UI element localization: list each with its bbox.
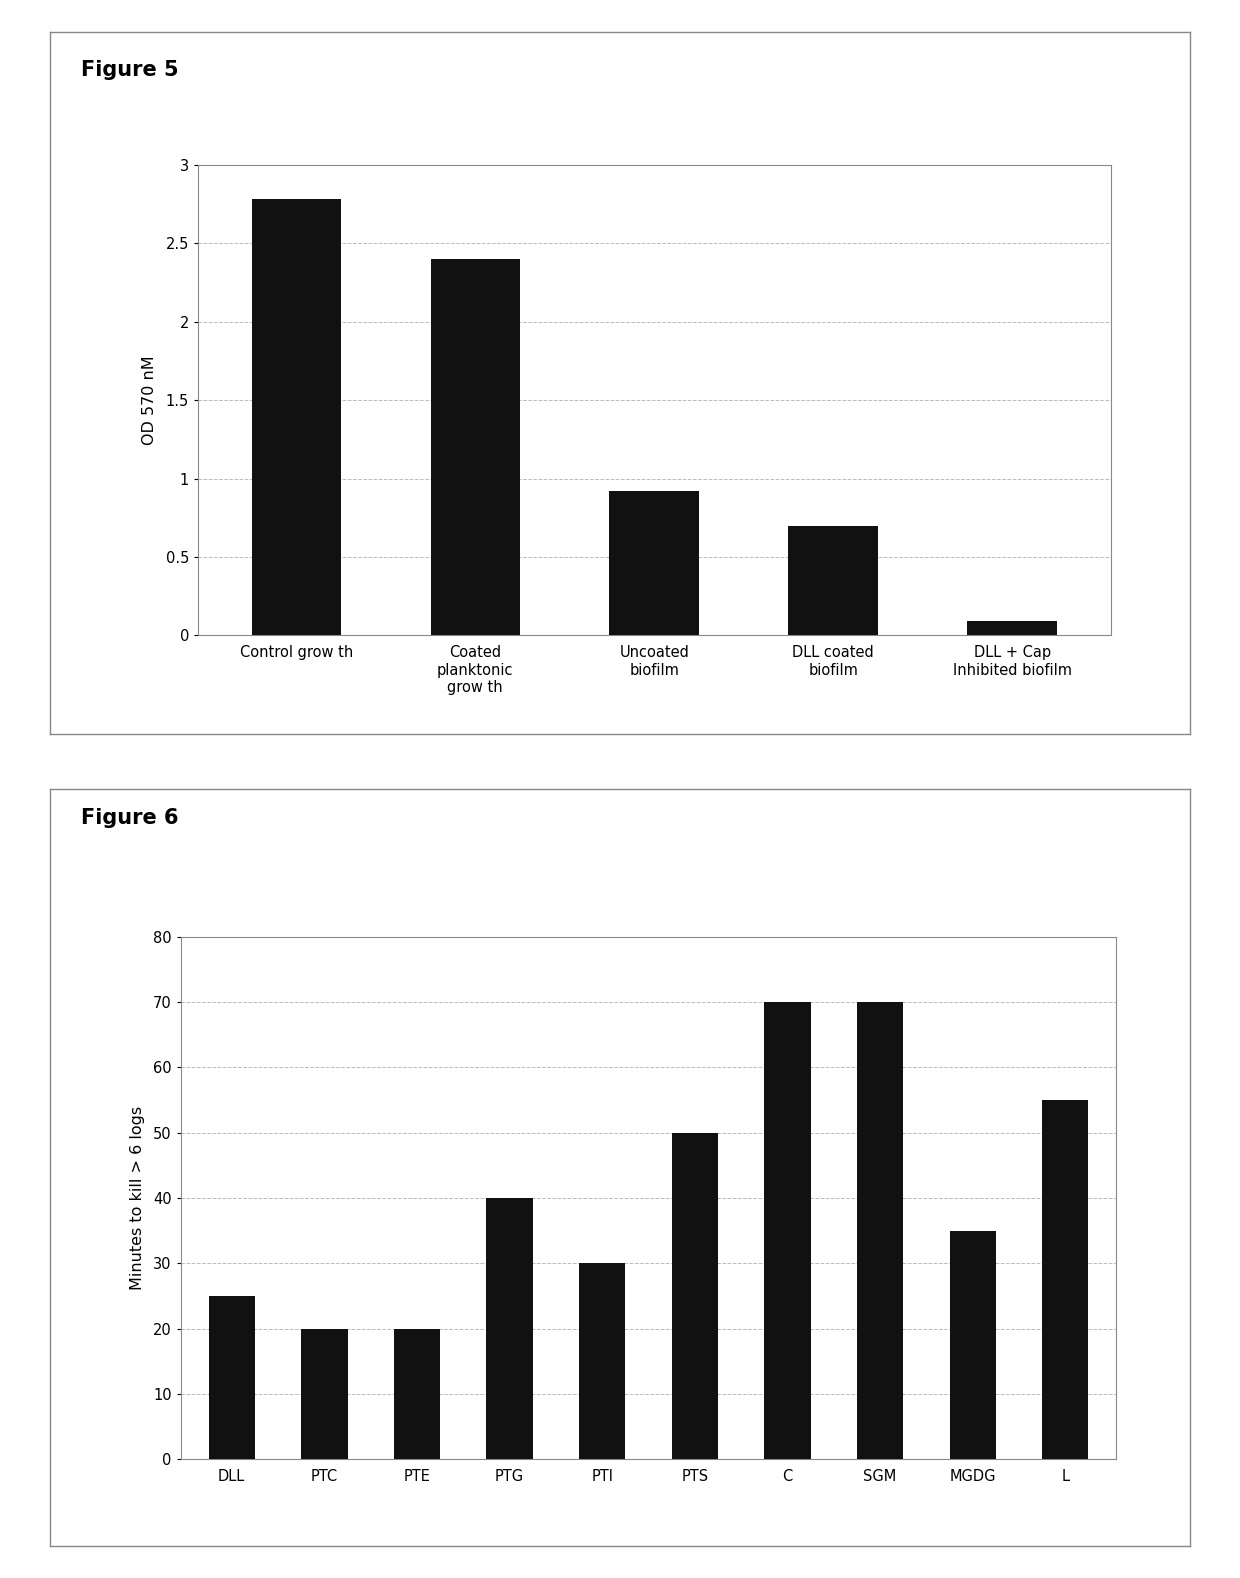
Bar xyxy=(208,1296,255,1460)
Bar xyxy=(789,525,878,636)
Bar xyxy=(301,1329,347,1460)
Bar xyxy=(252,199,341,636)
Bar xyxy=(857,1002,903,1460)
Y-axis label: OD 570 nM: OD 570 nM xyxy=(143,355,157,445)
Bar xyxy=(486,1198,533,1460)
Bar xyxy=(672,1133,718,1460)
Bar xyxy=(394,1329,440,1460)
Y-axis label: Minutes to kill > 6 logs: Minutes to kill > 6 logs xyxy=(130,1106,145,1291)
Bar xyxy=(967,622,1056,636)
Bar xyxy=(610,491,699,636)
Bar xyxy=(764,1002,811,1460)
Bar xyxy=(1042,1100,1089,1460)
Bar xyxy=(430,259,520,636)
Text: Figure 5: Figure 5 xyxy=(81,60,179,80)
Bar xyxy=(579,1264,625,1460)
Bar xyxy=(950,1231,996,1460)
Text: Figure 6: Figure 6 xyxy=(81,808,179,828)
